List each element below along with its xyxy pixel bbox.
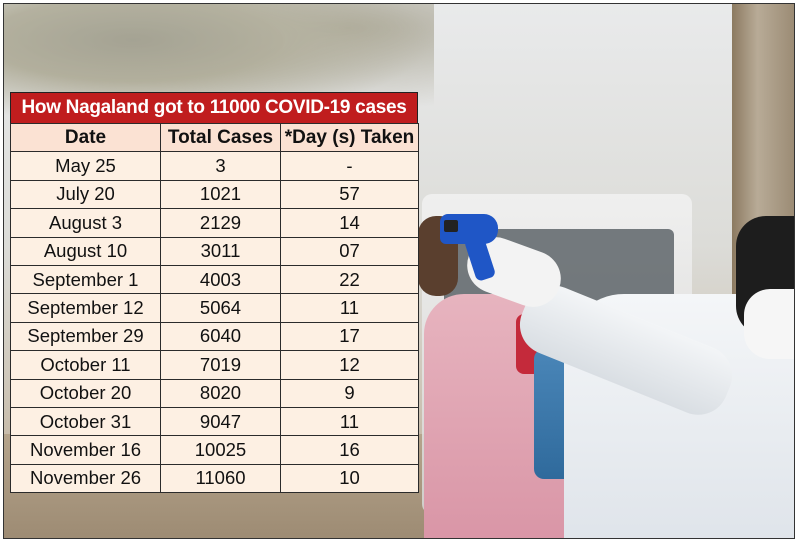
table-row: October 31 9047 11 bbox=[10, 406, 419, 437]
cell-total-cases: 5064 bbox=[160, 293, 281, 323]
table-row: August 3 2129 14 bbox=[10, 208, 419, 238]
table-row: October 20 8020 9 bbox=[10, 378, 419, 408]
cell-date: October 31 bbox=[10, 406, 161, 437]
cell-total-cases: 11060 bbox=[160, 463, 281, 494]
table-header-row: Date Total Cases *Day (s) Taken bbox=[10, 122, 419, 153]
cell-total-cases: 9047 bbox=[160, 406, 281, 437]
cell-total-cases: 8020 bbox=[160, 378, 281, 408]
photo-face-mask bbox=[744, 289, 794, 359]
cell-date: November 16 bbox=[10, 435, 161, 465]
cell-days-taken: 57 bbox=[280, 179, 419, 210]
cell-total-cases: 3011 bbox=[160, 236, 281, 266]
cell-days-taken: 22 bbox=[280, 264, 419, 295]
cell-date: September 12 bbox=[10, 293, 161, 323]
cell-days-taken: 17 bbox=[280, 321, 419, 352]
table-title-bar: How Nagaland got to 11000 COVID-19 cases bbox=[10, 92, 418, 123]
cell-days-taken: 14 bbox=[280, 208, 419, 238]
header-total-cases: Total Cases bbox=[160, 122, 281, 153]
cell-days-taken: 11 bbox=[280, 293, 419, 323]
header-days-taken: *Day (s) Taken bbox=[280, 122, 419, 153]
cell-days-taken: 10 bbox=[280, 463, 419, 494]
cell-days-taken: 16 bbox=[280, 435, 419, 465]
cell-days-taken: 12 bbox=[280, 350, 419, 380]
cell-total-cases: 10025 bbox=[160, 435, 281, 465]
covid-cases-table: Date Total Cases *Day (s) Taken May 25 3-… bbox=[10, 122, 419, 494]
cell-date: September 1 bbox=[10, 264, 161, 295]
table-row: August 10 3011 07 bbox=[10, 236, 419, 266]
cell-days-taken: 11 bbox=[280, 406, 419, 437]
table-row: November 26 11060 10 bbox=[10, 463, 419, 494]
cell-date: May 25 bbox=[10, 151, 161, 181]
cell-date: October 20 bbox=[10, 378, 161, 408]
cell-total-cases: 3 bbox=[160, 151, 281, 181]
cell-days-taken: 07 bbox=[280, 236, 419, 266]
table-row: July 20 1021 57 bbox=[10, 179, 419, 210]
cell-days-taken: 9 bbox=[280, 378, 419, 408]
table-row: May 25 3- bbox=[10, 151, 419, 181]
cell-date: November 26 bbox=[10, 463, 161, 494]
header-date: Date bbox=[10, 122, 161, 153]
table-row: October 11 7019 12 bbox=[10, 350, 419, 380]
cell-total-cases: 4003 bbox=[160, 264, 281, 295]
table-row: September 1 4003 22 bbox=[10, 264, 419, 295]
table-row: November 16 10025 16 bbox=[10, 435, 419, 465]
cell-date: October 11 bbox=[10, 350, 161, 380]
cell-date: August 3 bbox=[10, 208, 161, 238]
cell-total-cases: 2129 bbox=[160, 208, 281, 238]
table-row: September 29 6040 17 bbox=[10, 321, 419, 352]
table-row: September 12 5064 11 bbox=[10, 293, 419, 323]
table-title: How Nagaland got to 11000 COVID-19 cases bbox=[21, 97, 407, 118]
cell-date: September 29 bbox=[10, 321, 161, 352]
cell-days-taken: - bbox=[280, 151, 419, 181]
image-frame: How Nagaland got to 11000 COVID-19 cases… bbox=[3, 3, 795, 539]
cell-date: July 20 bbox=[10, 179, 161, 210]
cell-date: August 10 bbox=[10, 236, 161, 266]
cell-total-cases: 7019 bbox=[160, 350, 281, 380]
cell-total-cases: 6040 bbox=[160, 321, 281, 352]
infrared-thermometer-icon bbox=[440, 210, 506, 283]
cell-total-cases: 1021 bbox=[160, 179, 281, 210]
covid-cases-table-panel: How Nagaland got to 11000 COVID-19 cases… bbox=[10, 92, 424, 494]
